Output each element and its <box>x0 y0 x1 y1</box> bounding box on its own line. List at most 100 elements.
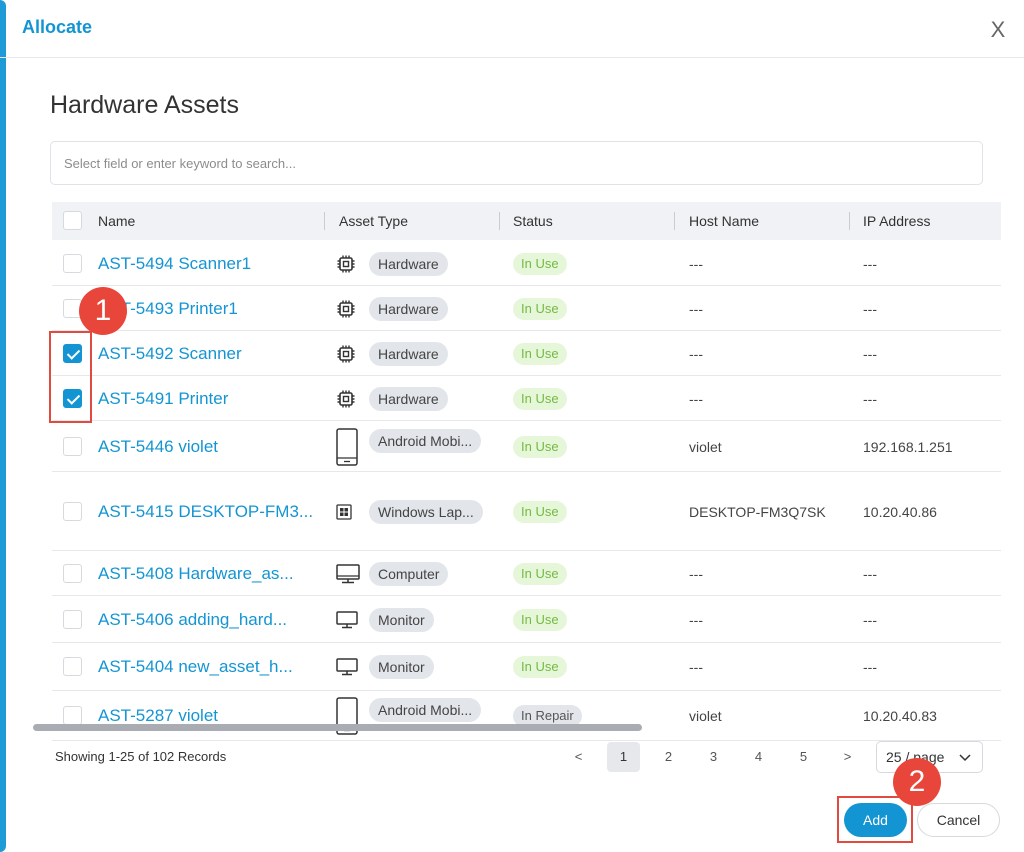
host-name-cell: --- <box>689 300 703 317</box>
asset-name-link[interactable]: AST-5446 violet <box>98 436 219 456</box>
status-badge: In Use <box>513 342 567 365</box>
asset-name-link[interactable]: AST-5408 Hardware_as... <box>98 563 294 583</box>
next-page-button[interactable]: > <box>843 749 852 764</box>
monitor-icon <box>336 658 358 681</box>
row-checkbox[interactable] <box>63 563 82 583</box>
status-badge: In Use <box>513 500 567 523</box>
column-separator <box>849 212 850 230</box>
host-name-cell: violet <box>689 438 722 455</box>
table-row[interactable]: AST-5406 adding_hard... Monitor In Use --- -… <box>52 596 1001 643</box>
ip-address-cell: --- <box>863 390 877 407</box>
host-name-cell: DESKTOP-FM3Q7SK <box>689 503 826 520</box>
column-header-host-name[interactable]: Host Name <box>689 213 760 229</box>
section-title: Hardware Assets <box>50 91 239 119</box>
column-header-name[interactable]: Name <box>98 213 136 229</box>
row-checkbox[interactable] <box>63 657 82 676</box>
asset-name-link[interactable]: AST-5415 DESKTOP-FM3... <box>98 501 314 521</box>
ip-address-cell: 192.168.1.251 <box>863 438 953 455</box>
column-header-ip-address[interactable]: IP Address <box>863 213 931 229</box>
cpu-icon <box>336 254 356 279</box>
status-badge: In Use <box>513 252 567 275</box>
asset-name-link[interactable]: AST-5493 Printer1 <box>98 298 238 318</box>
mobile-icon <box>336 697 358 740</box>
host-name-cell: --- <box>689 659 703 675</box>
row-checkbox[interactable] <box>63 436 82 456</box>
select-all-checkbox[interactable] <box>63 211 82 230</box>
column-header-asset-type[interactable]: Asset Type <box>339 213 409 229</box>
step-badge-1: 1 <box>79 287 127 335</box>
table-header: Name Asset Type Status Host Name IP Addr… <box>52 202 1001 240</box>
column-separator <box>499 212 500 230</box>
close-icon[interactable]: X <box>990 17 1006 42</box>
windows-icon <box>336 503 352 525</box>
asset-name-link[interactable]: AST-5491 Printer <box>98 388 229 408</box>
status-badge: In Repair <box>513 705 582 727</box>
table-row[interactable]: AST-5446 violet Android Mobi... In Use viol… <box>52 421 1001 472</box>
asset-name-link[interactable]: AST-5492 Scanner <box>98 343 242 363</box>
table-row[interactable]: AST-5408 Hardware_as... Computer In Use ---… <box>52 551 1001 596</box>
dialog-title: Allocate <box>22 17 93 37</box>
ip-address-cell: --- <box>863 255 877 272</box>
cpu-icon <box>336 389 356 414</box>
table-row[interactable]: AST-5404 new_asset_h... Monitor In Use --- -… <box>52 643 1001 691</box>
asset-type-badge: Android Mobi... <box>369 698 482 722</box>
host-name-cell: --- <box>689 390 703 407</box>
ip-address-cell: --- <box>863 300 877 317</box>
cancel-button[interactable]: Cancel <box>917 803 1000 837</box>
computer-icon <box>336 563 360 589</box>
asset-type-badge: Hardware <box>369 341 448 366</box>
cpu-icon <box>336 344 356 369</box>
page-1-button[interactable]: 1 <box>607 742 640 772</box>
column-header-status[interactable]: Status <box>513 213 553 229</box>
row-checkbox[interactable] <box>63 501 82 521</box>
page-3-button[interactable]: 3 <box>709 749 718 764</box>
table-row[interactable]: AST-5493 Printer1 Hardware In Use --- --- <box>52 286 1001 331</box>
table-row[interactable]: AST-5491 Printer Hardware In Use --- --- <box>52 376 1001 421</box>
dialog-header: Allocate X <box>0 0 1024 58</box>
ip-address-cell: --- <box>863 659 877 675</box>
row-checkbox[interactable] <box>63 388 82 408</box>
ip-address-cell: 10.20.40.86 <box>863 503 937 520</box>
column-separator <box>674 212 675 230</box>
row-checkbox[interactable] <box>63 706 82 725</box>
dialog-edge <box>0 0 6 852</box>
ip-address-cell: 10.20.40.83 <box>863 708 937 724</box>
column-separator <box>324 212 325 230</box>
prev-page-button[interactable]: < <box>574 749 583 764</box>
step-badge-2: 2 <box>893 758 941 806</box>
status-badge: In Use <box>513 297 567 320</box>
asset-type-badge: Hardware <box>369 296 448 321</box>
asset-type-badge: Computer <box>369 561 449 586</box>
asset-name-link[interactable]: AST-5287 violet <box>98 706 219 725</box>
ip-address-cell: --- <box>863 565 877 582</box>
host-name-cell: --- <box>689 255 703 272</box>
asset-name-link[interactable]: AST-5406 adding_hard... <box>98 609 288 629</box>
row-checkbox[interactable] <box>63 253 82 273</box>
add-highlight-box <box>837 796 913 843</box>
asset-type-badge: Hardware <box>369 386 448 411</box>
page-2-button[interactable]: 2 <box>664 749 673 764</box>
table-row[interactable]: AST-5492 Scanner Hardware In Use --- --- <box>52 331 1001 376</box>
row-checkbox[interactable] <box>63 343 82 363</box>
host-name-cell: --- <box>689 565 703 582</box>
status-badge: In Use <box>513 387 567 410</box>
records-count: Showing 1-25 of 102 Records <box>55 749 227 764</box>
table-row[interactable]: AST-5415 DESKTOP-FM3... Windows Lap... In … <box>52 472 1001 551</box>
row-checkbox[interactable] <box>63 609 82 629</box>
table-row[interactable]: AST-5494 Scanner1 Hardware In Use --- --- <box>52 241 1001 286</box>
chevron-down-icon <box>959 754 971 762</box>
add-button[interactable]: Add <box>844 803 907 837</box>
status-badge: In Use <box>513 608 567 631</box>
ip-address-cell: --- <box>863 611 877 628</box>
page-4-button[interactable]: 4 <box>754 749 763 764</box>
asset-name-link[interactable]: AST-5494 Scanner1 <box>98 253 252 273</box>
table-row[interactable]: AST-5287 violet Android Mobi... In Repair v… <box>52 691 1001 741</box>
mobile-icon <box>336 427 358 471</box>
asset-type-badge: Windows Lap... <box>369 499 483 524</box>
asset-name-link[interactable]: AST-5404 new_asset_h... <box>98 657 293 676</box>
ip-address-cell: --- <box>863 345 877 362</box>
status-badge: In Use <box>513 435 567 458</box>
horizontal-scrollbar[interactable] <box>33 724 642 731</box>
page-5-button[interactable]: 5 <box>799 749 808 764</box>
search-input[interactable] <box>50 141 983 185</box>
